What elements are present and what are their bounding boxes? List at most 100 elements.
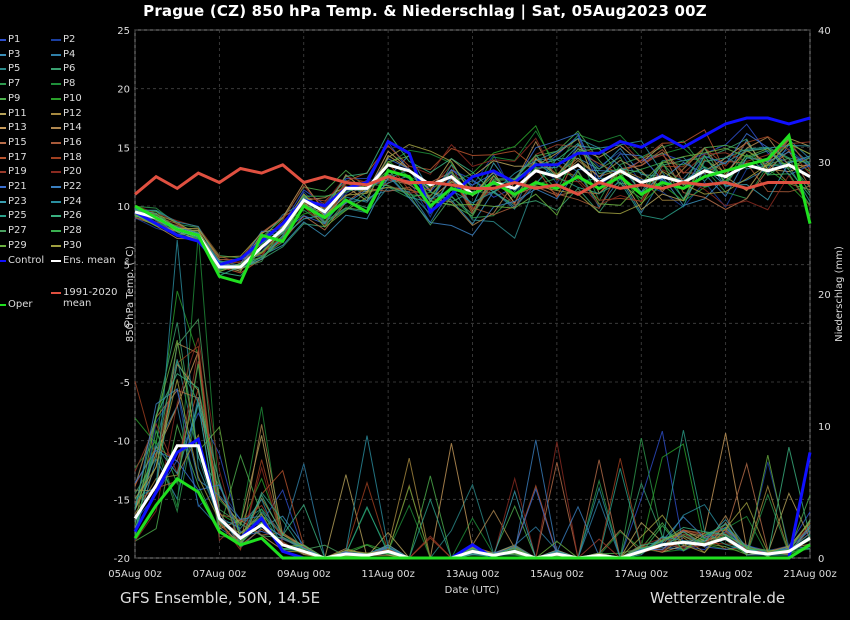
y-tick-label-left: 0 bbox=[124, 319, 130, 330]
y-tick-label-left: 10 bbox=[117, 202, 130, 213]
legend-item: P19 bbox=[0, 166, 27, 178]
legend-swatch bbox=[51, 83, 61, 86]
member-precip-line bbox=[134, 239, 811, 559]
legend-label: P29 bbox=[8, 239, 27, 251]
legend-swatch bbox=[0, 97, 6, 100]
legend-item: P17 bbox=[0, 151, 27, 163]
legend-swatch bbox=[0, 127, 6, 130]
legend-label: P17 bbox=[8, 151, 27, 163]
legend-label: P3 bbox=[8, 48, 21, 60]
legend-swatch bbox=[51, 68, 61, 71]
precip-oper bbox=[133, 476, 811, 560]
legend-label: P19 bbox=[8, 166, 27, 178]
legend-label: P20 bbox=[63, 166, 82, 178]
legend-item: P1 bbox=[0, 34, 21, 45]
y-axis-label-left: 850 hPa Temp. (°C) bbox=[125, 246, 136, 342]
legend-swatch bbox=[0, 304, 6, 306]
legend-label: P2 bbox=[63, 34, 76, 45]
model-info: GFS Ensemble, 50N, 14.5E bbox=[120, 589, 321, 607]
grid bbox=[134, 29, 811, 559]
legend-swatch bbox=[0, 200, 6, 203]
y-tick-label-left: -15 bbox=[114, 495, 130, 506]
x-axis-label: Date (UTC) bbox=[445, 585, 500, 596]
legend-swatch bbox=[51, 141, 61, 144]
legend-label: P24 bbox=[63, 195, 82, 207]
x-tick-label: 19Aug 00z bbox=[699, 569, 752, 580]
legend-swatch bbox=[51, 97, 61, 100]
legend-swatch bbox=[51, 230, 61, 233]
member-precip-line bbox=[134, 337, 811, 559]
legend-item: P10 bbox=[51, 92, 82, 104]
x-tick-label: 07Aug 00z bbox=[193, 569, 246, 580]
legend-swatch bbox=[51, 127, 61, 130]
legend-label: P11 bbox=[8, 107, 27, 119]
legend-swatch bbox=[0, 156, 6, 159]
legend-label: P1 bbox=[8, 34, 21, 45]
member-temp-line bbox=[134, 142, 811, 258]
legend-item: 1991-2020 mean bbox=[51, 287, 118, 309]
legend-label: P13 bbox=[8, 122, 27, 134]
legend-item: P18 bbox=[51, 151, 82, 163]
x-tick-label: 15Aug 00z bbox=[530, 569, 583, 580]
legend-swatch bbox=[51, 200, 61, 203]
member-precip-line bbox=[134, 339, 811, 559]
legend-label: P16 bbox=[63, 136, 82, 148]
legend-label: P28 bbox=[63, 225, 82, 237]
legend-item: P27 bbox=[0, 225, 27, 237]
legend-item: P6 bbox=[51, 63, 76, 75]
precip-ens-mean bbox=[133, 444, 811, 560]
legend-item: Ens. mean bbox=[51, 254, 116, 266]
legend-label: P12 bbox=[63, 107, 82, 119]
legend-swatch bbox=[51, 292, 61, 294]
legend-swatch bbox=[0, 68, 6, 71]
legend-label: P21 bbox=[8, 181, 27, 192]
legend-label: P4 bbox=[63, 48, 76, 60]
legend-item: P14 bbox=[51, 122, 82, 133]
x-tick-label: 21Aug 00z bbox=[783, 569, 836, 580]
x-tick-label: 13Aug 00z bbox=[446, 569, 499, 580]
legend-swatch bbox=[51, 244, 61, 247]
y-tick-label-left: 5 bbox=[124, 261, 130, 272]
y-tick-label-left: 15 bbox=[117, 143, 130, 154]
legend-label: P23 bbox=[8, 195, 27, 207]
y-tick-label-right: 10 bbox=[818, 422, 831, 433]
legend-label: P15 bbox=[8, 136, 27, 148]
legend-label: P26 bbox=[63, 210, 82, 222]
legend-swatch bbox=[0, 244, 6, 247]
legend-item: P24 bbox=[51, 195, 82, 207]
legend-label: P10 bbox=[63, 92, 82, 104]
legend-item: P30 bbox=[51, 240, 82, 251]
legend-item: P8 bbox=[51, 78, 76, 90]
temp-1991-2020-mean bbox=[134, 163, 810, 196]
y-tick-label-right: 40 bbox=[818, 26, 831, 37]
legend-item: P11 bbox=[0, 107, 27, 119]
legend-swatch bbox=[51, 259, 61, 262]
legend-label: P27 bbox=[8, 225, 27, 237]
legend-label: Control bbox=[8, 254, 45, 266]
legend-item: P13 bbox=[0, 122, 27, 134]
legend-swatch bbox=[0, 259, 6, 262]
legend-item: Oper bbox=[0, 299, 33, 310]
legend-item: P28 bbox=[51, 225, 82, 237]
legend-label: P6 bbox=[63, 63, 76, 75]
legend-label: P8 bbox=[63, 78, 76, 90]
legend-swatch bbox=[51, 39, 61, 41]
site-credit: Wetterzentrale.de bbox=[650, 589, 786, 607]
legend-swatch bbox=[51, 215, 61, 218]
legend-item: P23 bbox=[0, 195, 27, 207]
legend-item: P25 bbox=[0, 210, 27, 222]
y-tick-label-left: 20 bbox=[117, 85, 130, 96]
x-tick-label: 17Aug 00z bbox=[615, 569, 668, 580]
y-tick-label-left: -10 bbox=[114, 437, 130, 448]
legend-label: Oper bbox=[8, 299, 33, 310]
legend-item: P29 bbox=[0, 239, 27, 251]
legend-swatch bbox=[0, 83, 6, 86]
axes: 25 20 15 10 5 0 -5 -10 -15 -20 40 30 20 10 0 05Aug 00z 0… bbox=[108, 26, 836, 580]
legend-item: P15 bbox=[0, 136, 27, 148]
legend-label: P18 bbox=[63, 151, 82, 163]
temp-control bbox=[134, 116, 811, 267]
legend-swatch bbox=[51, 112, 61, 115]
legend-label: Ens. mean bbox=[63, 254, 116, 266]
legend-label: P25 bbox=[8, 210, 27, 222]
